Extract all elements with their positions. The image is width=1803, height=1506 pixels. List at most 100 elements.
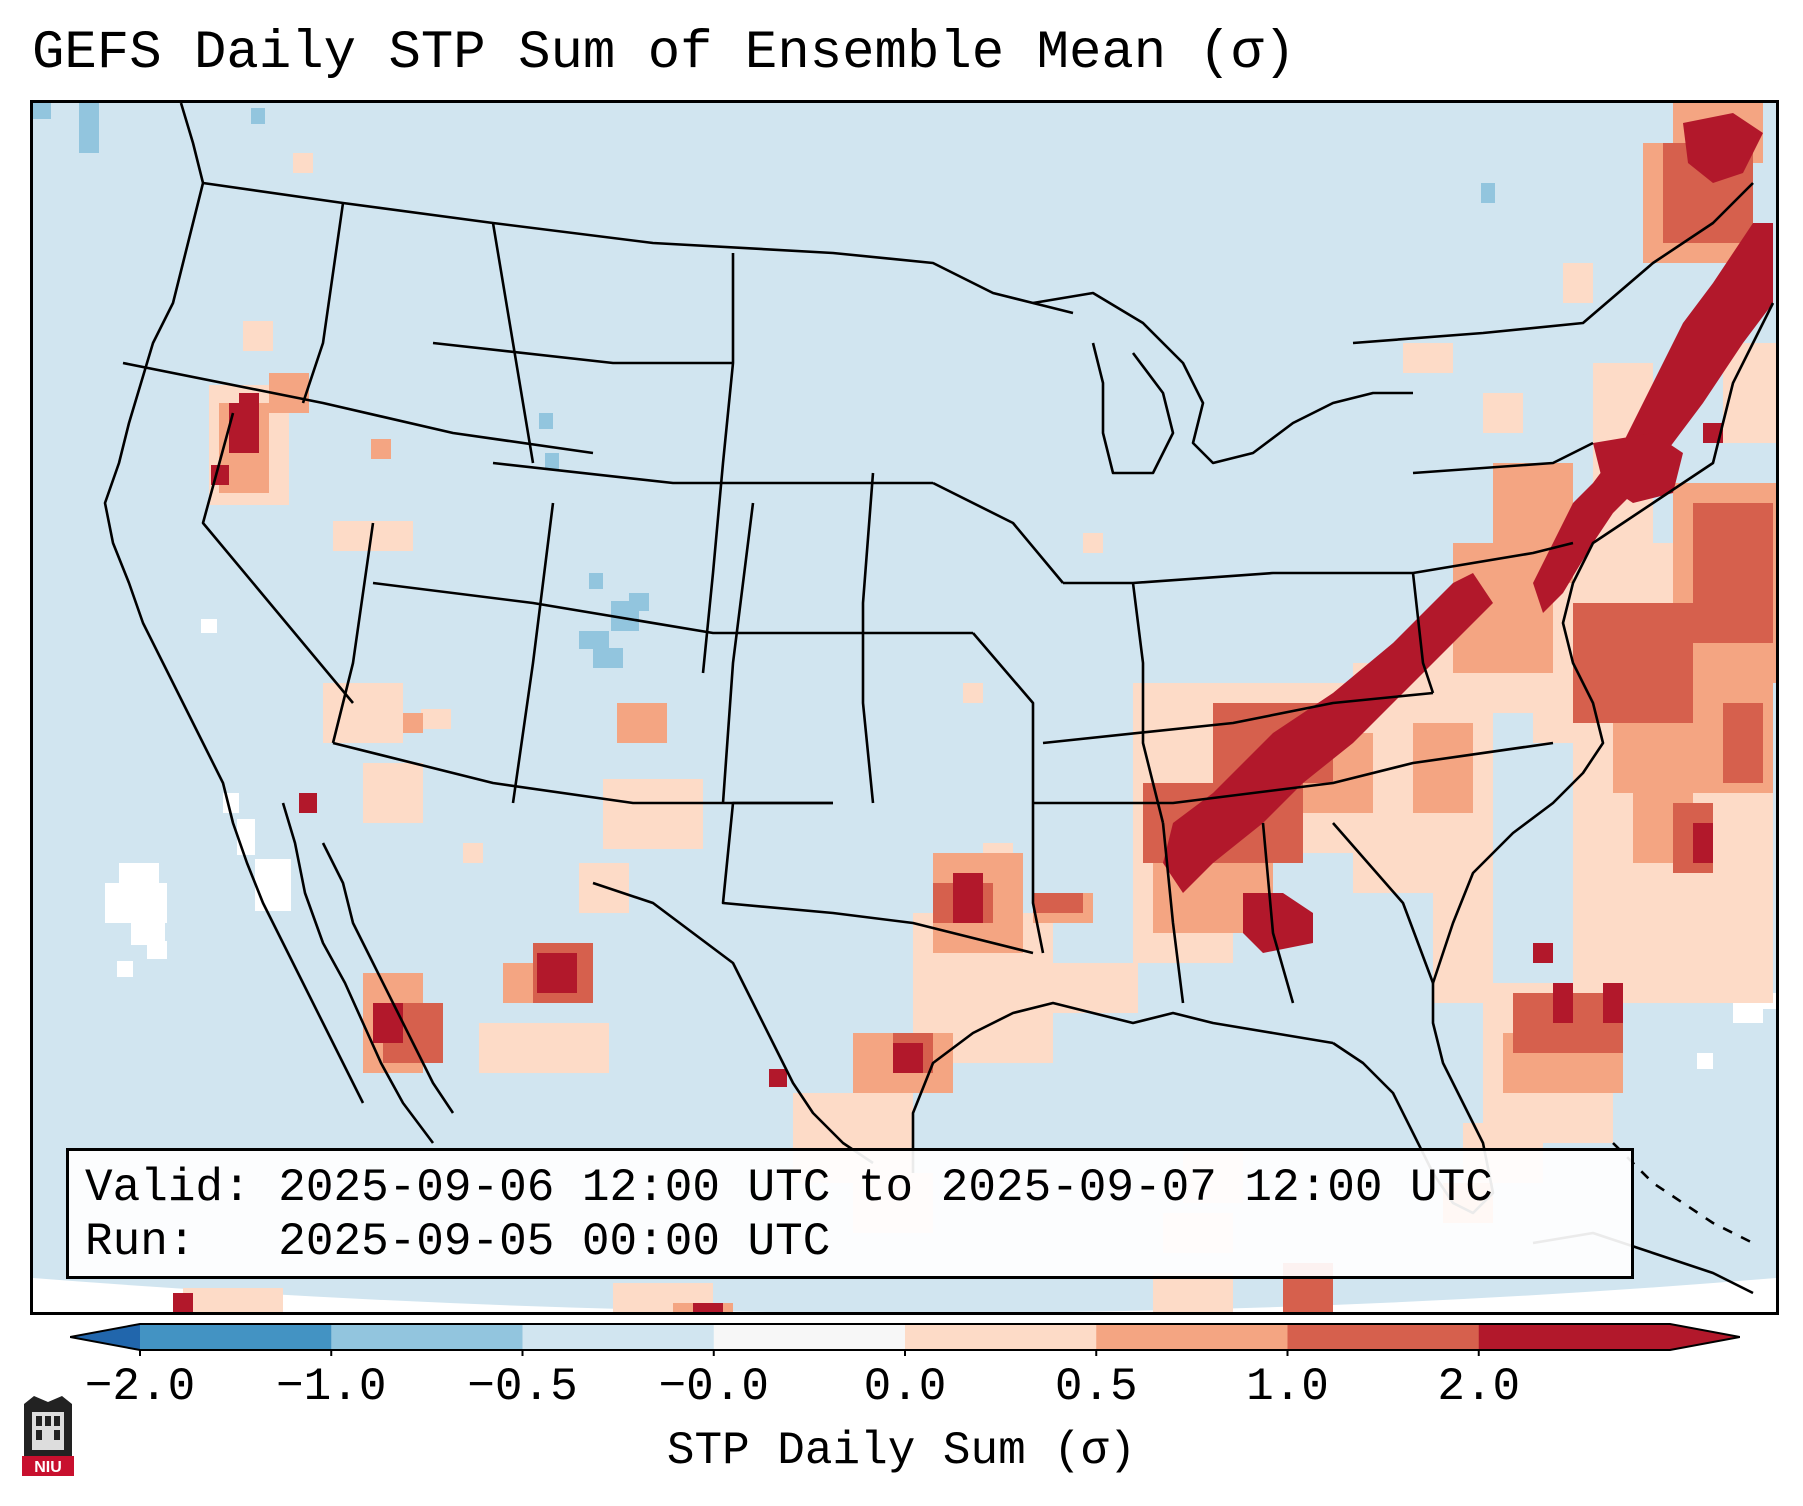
colorbar-tick-label: −0.5 (467, 1361, 578, 1413)
map-panel (30, 100, 1779, 1315)
cell-neg (33, 103, 51, 119)
cell-pos-high (1033, 893, 1083, 913)
colorbar-segment (1287, 1324, 1480, 1350)
coastline-gulf (911, 1001, 1334, 1173)
state-line (1131, 582, 1165, 824)
cell-pos-light (1083, 533, 1103, 553)
cell-pos-light (421, 709, 451, 729)
cell-pos-light (463, 843, 483, 863)
state-line (1161, 822, 1185, 1004)
cell-neg (251, 108, 265, 124)
cell-pos-max (893, 1043, 923, 1073)
state-line (511, 502, 555, 804)
cell-pos-mid (371, 439, 391, 459)
state-line (701, 253, 735, 674)
cell-pos-max (1533, 943, 1553, 963)
colorbar-segment (140, 1324, 332, 1350)
cell-neutral (1697, 1053, 1713, 1069)
cell-pos-light (183, 1288, 283, 1312)
valid-value: 2025-09-06 12:00 UTC to 2025-09-07 12:00… (278, 1162, 1493, 1214)
state-line (1332, 822, 1435, 984)
band-max-appalachia (1163, 573, 1493, 893)
cell-pos-light (1483, 393, 1523, 433)
cell-neg (589, 573, 603, 589)
band-max-alabama (1243, 893, 1313, 953)
cell-neutral (237, 819, 255, 855)
run-value: 2025-09-05 00:00 UTC (278, 1216, 831, 1268)
cell-pos-max (1553, 983, 1573, 1023)
cell-pos-light (1403, 343, 1453, 373)
colorbar-tick-label: 2.0 (1437, 1361, 1521, 1413)
logo-banner (22, 1456, 74, 1476)
boundaries (103, 103, 1775, 1295)
cell-neg (629, 593, 649, 611)
cell-neutral (117, 961, 133, 977)
colorbar-tick-label: 1.0 (1246, 1361, 1329, 1413)
lake-michigan (1091, 342, 1175, 475)
neutral-cells (105, 619, 1776, 1069)
valid-label: Valid: (85, 1162, 251, 1214)
cell-pos-light (603, 779, 703, 849)
colorbar-tick-label: 0.0 (863, 1361, 947, 1413)
colorbar (70, 1323, 1740, 1356)
cell-neg (593, 648, 623, 668)
cell-pos-light (293, 153, 313, 173)
coastline-baja (281, 802, 435, 1144)
cell-pos-mid (617, 703, 667, 743)
cell-pos-light (1563, 263, 1593, 303)
cell-pos-max (1693, 823, 1713, 863)
colorbar-segment (905, 1324, 1097, 1350)
state-line (1063, 571, 1413, 585)
cell-pos-high (1693, 503, 1773, 643)
state-line (721, 801, 1034, 955)
colorbar-segment (1096, 1324, 1288, 1350)
cell-pos-light (243, 321, 273, 351)
logo-window (36, 1416, 42, 1426)
run-label: Run: (85, 1216, 196, 1268)
cell-pos-light (1153, 1273, 1233, 1312)
colorbar-extend-high (1670, 1324, 1740, 1350)
state-line (861, 472, 875, 804)
coastline-texas-mexico (592, 881, 874, 1165)
cell-pos-max (239, 393, 259, 413)
max-positive-cells (173, 113, 1773, 1312)
logo-window (54, 1416, 60, 1426)
colorbar-tick-label: 0.5 (1054, 1361, 1138, 1413)
coastline-east (1431, 302, 1775, 984)
state-line (1261, 822, 1295, 1004)
colorbar-segment (1478, 1324, 1671, 1350)
state-line (201, 412, 354, 704)
niu-logo: NIU (22, 1396, 74, 1476)
colorbar-segment (331, 1324, 523, 1350)
colorbar-segment (713, 1324, 906, 1350)
state-line (492, 461, 933, 485)
cell-neutral (147, 941, 167, 959)
state-line (122, 361, 594, 455)
state-line (721, 502, 755, 804)
colorbar-tick-label: −0.0 (658, 1361, 769, 1413)
state-line (372, 581, 973, 635)
cell-pos-light (363, 763, 423, 823)
cell-pos-max (537, 953, 577, 993)
state-line (972, 632, 1045, 954)
cell-pos-mid (1413, 723, 1473, 813)
cell-neutral (105, 883, 167, 923)
cell-pos-max (1603, 983, 1623, 1023)
cell-pos-max (173, 1293, 193, 1312)
chart-title: GEFS Daily STP Sum of Ensemble Mean (σ) (32, 23, 1296, 84)
cell-neutral (201, 619, 217, 633)
cell-pos-max (299, 793, 317, 813)
cell-pos-max (693, 1303, 723, 1312)
state-line (491, 222, 535, 464)
band-max-maritimes (1683, 113, 1763, 183)
cell-pos-max (769, 1069, 787, 1087)
great-lakes (1032, 291, 1413, 465)
cell-pos-high (1723, 703, 1763, 783)
cell-neg (579, 631, 609, 649)
cell-neg (545, 453, 559, 469)
border-canada (202, 181, 1074, 315)
coastline-gulf-ca (321, 842, 455, 1114)
stp-map (33, 103, 1776, 1312)
negative-anomaly-cells (33, 103, 1495, 668)
coastline-west (103, 103, 365, 1104)
